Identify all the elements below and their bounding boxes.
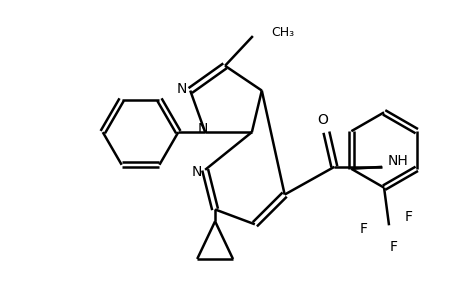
Text: N: N — [177, 82, 187, 96]
Text: F: F — [358, 222, 366, 236]
Text: F: F — [404, 210, 412, 224]
Text: O: O — [316, 113, 327, 127]
Text: CH₃: CH₃ — [270, 26, 293, 39]
Text: N: N — [191, 165, 202, 179]
Text: F: F — [389, 240, 397, 254]
Text: N: N — [197, 122, 208, 136]
Text: NH: NH — [387, 154, 408, 168]
